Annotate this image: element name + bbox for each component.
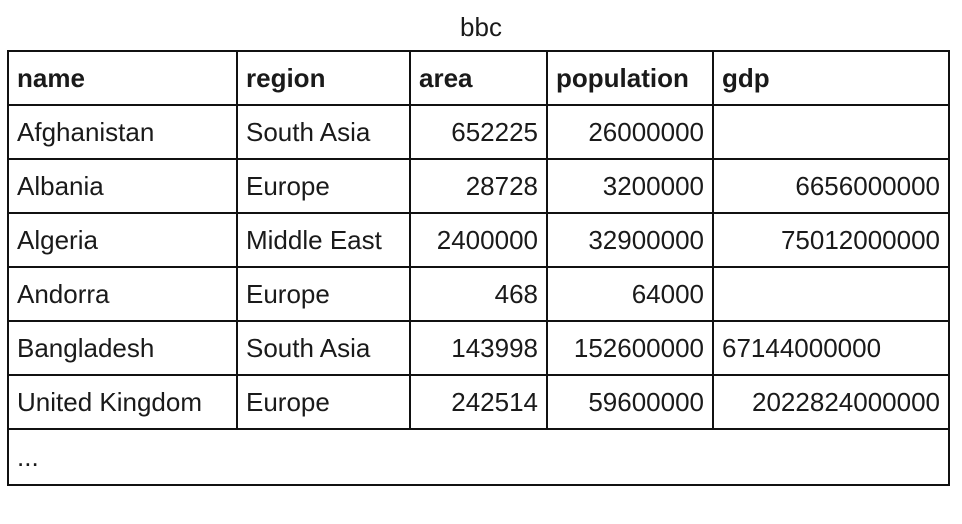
cell-name: Albania [7, 158, 238, 214]
table-row: Bangladesh South Asia 143998 152600000 6… [7, 320, 950, 376]
cell-area: 2400000 [409, 212, 548, 268]
cell-population: 152600000 [546, 320, 714, 376]
cell-name: Andorra [7, 266, 238, 322]
ellipsis-cell: ... [7, 428, 950, 486]
table-ellipsis-row: ... [7, 428, 950, 486]
cell-area: 468 [409, 266, 548, 322]
table-caption: bbc [460, 12, 502, 42]
cell-population: 26000000 [546, 104, 714, 160]
data-table: name region area population gdp Afghanis… [7, 50, 950, 486]
header-area: area [409, 50, 548, 106]
cell-name: United Kingdom [7, 374, 238, 430]
cell-region: Europe [236, 158, 411, 214]
table-row: Andorra Europe 468 64000 [7, 266, 950, 322]
cell-region: Middle East [236, 212, 411, 268]
cell-name: Algeria [7, 212, 238, 268]
header-gdp: gdp [712, 50, 950, 106]
cell-gdp: 2022824000000 [712, 374, 950, 430]
cell-population: 64000 [546, 266, 714, 322]
table-row: Algeria Middle East 2400000 32900000 750… [7, 212, 950, 268]
cell-region: South Asia [236, 104, 411, 160]
cell-population: 3200000 [546, 158, 714, 214]
cell-area: 143998 [409, 320, 548, 376]
cell-region: Europe [236, 374, 411, 430]
table-row: United Kingdom Europe 242514 59600000 20… [7, 374, 950, 430]
cell-area: 242514 [409, 374, 548, 430]
cell-population: 59600000 [546, 374, 714, 430]
header-region: region [236, 50, 411, 106]
cell-region: Europe [236, 266, 411, 322]
cell-region: South Asia [236, 320, 411, 376]
cell-area: 652225 [409, 104, 548, 160]
header-name: name [7, 50, 238, 106]
cell-population: 32900000 [546, 212, 714, 268]
cell-name: Bangladesh [7, 320, 238, 376]
cell-gdp: 75012000000 [712, 212, 950, 268]
table-header-row: name region area population gdp [7, 50, 950, 106]
cell-gdp [712, 266, 950, 322]
header-population: population [546, 50, 714, 106]
table-row: Albania Europe 28728 3200000 6656000000 [7, 158, 950, 214]
cell-gdp: 6656000000 [712, 158, 950, 214]
cell-gdp [712, 104, 950, 160]
cell-gdp: 67144000000 [712, 320, 950, 376]
cell-area: 28728 [409, 158, 548, 214]
table-row: Afghanistan South Asia 652225 26000000 [7, 104, 950, 160]
cell-name: Afghanistan [7, 104, 238, 160]
